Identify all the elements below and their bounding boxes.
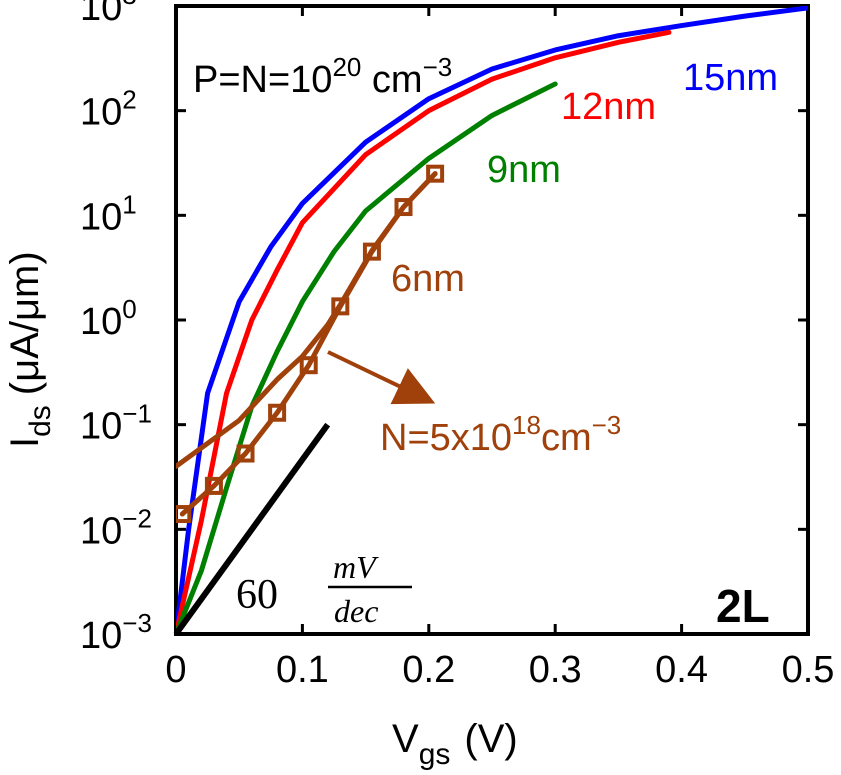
- slope-numerator: mV: [333, 549, 379, 585]
- label-12nm: 12nm: [561, 86, 656, 128]
- y-tick-label: 10−1: [80, 399, 152, 448]
- x-tick-label: 0.5: [782, 649, 835, 691]
- x-tick-label: 0.4: [655, 649, 708, 691]
- data-point-marker: [362, 242, 381, 261]
- slope-denominator: dec: [334, 593, 378, 629]
- doping-label: N=5x1018cm−3: [380, 410, 621, 459]
- label-15nm: 15nm: [683, 57, 778, 99]
- x-axis-ticks: 0 0.1 0.2 0.3 0.4 0.5: [165, 6, 834, 691]
- data-point-marker: [394, 198, 413, 217]
- data-point-marker: [331, 297, 350, 316]
- y-axis-ticks: 10−3 10−2 10−1 100 101 102 103: [80, 0, 808, 657]
- y-tick-label: 10−2: [80, 503, 152, 552]
- y-tick-label: 101: [80, 189, 137, 238]
- data-point-marker: [204, 476, 223, 495]
- x-tick-label: 0.3: [529, 649, 582, 691]
- slope-reference-line: [173, 422, 331, 636]
- doping-arrow: [327, 350, 436, 405]
- x-tick-label: 0: [165, 649, 186, 691]
- data-point-marker: [236, 444, 255, 463]
- y-axis-label: Ids(μA/μm): [3, 251, 57, 448]
- title-box-label: P=N=1020 cm−3: [193, 52, 452, 101]
- series-line-6nm-n-5x10-18: [176, 171, 438, 469]
- series-line-9nm: [176, 81, 558, 634]
- data-point-marker: [426, 164, 445, 183]
- series-line-12nm: [176, 29, 672, 634]
- series-line-6nm: [179, 171, 438, 517]
- data-point-marker: [176, 505, 192, 524]
- data-point-marker: [299, 356, 318, 375]
- data-point-marker: [268, 403, 287, 422]
- label-9nm: 9nm: [487, 149, 561, 191]
- y-tick-label: 103: [80, 0, 137, 29]
- series-line-15nm: [176, 6, 808, 634]
- x-tick-label: 0.2: [402, 649, 455, 691]
- y-tick-label: 102: [80, 85, 137, 134]
- y-tick-label: 10−3: [80, 608, 152, 657]
- x-axis-label: Vgs (V): [392, 717, 518, 770]
- series-layer: [176, 6, 808, 634]
- label-6nm: 6nm: [391, 258, 465, 300]
- x-tick-label: 0.1: [276, 649, 329, 691]
- y-tick-label: 100: [80, 294, 137, 343]
- layers-label: 2L: [716, 580, 770, 632]
- slope-number: 60: [236, 572, 278, 618]
